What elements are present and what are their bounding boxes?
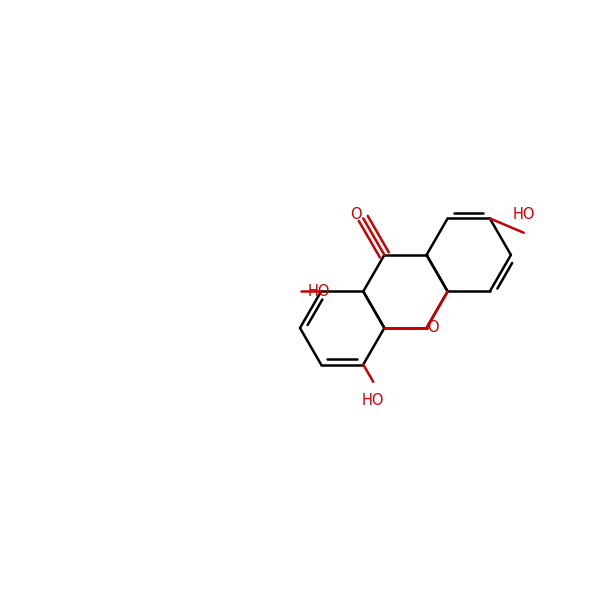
Text: O: O [350, 206, 362, 221]
Text: HO: HO [362, 393, 385, 408]
Text: O: O [428, 320, 439, 335]
Text: HO: HO [308, 284, 331, 299]
Text: HO: HO [512, 208, 535, 223]
